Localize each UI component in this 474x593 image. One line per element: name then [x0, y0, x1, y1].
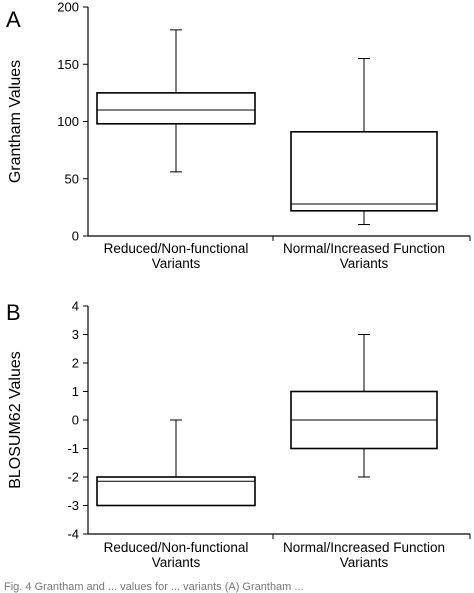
box-iqr — [290, 131, 438, 212]
y-tick-label: 50 — [65, 171, 79, 186]
figure-caption: Fig. 4 Grantham and ... values for ... v… — [4, 581, 304, 593]
box-iqr — [96, 92, 256, 125]
y-tick-label: 4 — [72, 299, 79, 314]
box-2 — [290, 58, 438, 226]
x-category-label: Reduced/Non-functional Variants — [104, 540, 249, 570]
box-2 — [290, 334, 438, 478]
y-tick-label: 0 — [72, 229, 79, 244]
panel-label: A — [6, 7, 21, 32]
x-category-label: Normal/Increased Function Variants — [283, 540, 445, 570]
y-axis-label: BLOSUM62 Values — [7, 351, 24, 489]
panel-label: B — [6, 300, 21, 325]
y-tick-label: 0 — [72, 413, 79, 428]
y-tick-label: -3 — [67, 498, 79, 513]
box-1 — [96, 29, 256, 173]
y-tick-label: 200 — [57, 0, 79, 15]
box-1 — [96, 419, 256, 507]
chart-panel-a: A Grantham Values 0 50 100 150 200 Reduced/Non-… — [6, 0, 471, 271]
y-tick-label: -1 — [67, 441, 79, 456]
x-category-label: Normal/Increased Function Variants — [283, 241, 445, 271]
y-axis-label: Grantham Values — [7, 60, 24, 183]
chart-panel-b: B BLOSUM62 Values -4 -3 -2 -1 0 1 2 3 4 Reduced/Non… — [6, 299, 471, 570]
y-tick-label: 3 — [72, 327, 79, 342]
y-tick-label: 1 — [72, 384, 79, 399]
y-tick-label: -4 — [67, 527, 79, 542]
y-tick-label: 2 — [72, 356, 79, 371]
x-category-label: Reduced/Non-functional Variants — [104, 241, 249, 271]
y-tick-label: -2 — [67, 470, 79, 485]
y-tick-label: 100 — [57, 114, 79, 129]
y-tick-label: 150 — [57, 57, 79, 72]
